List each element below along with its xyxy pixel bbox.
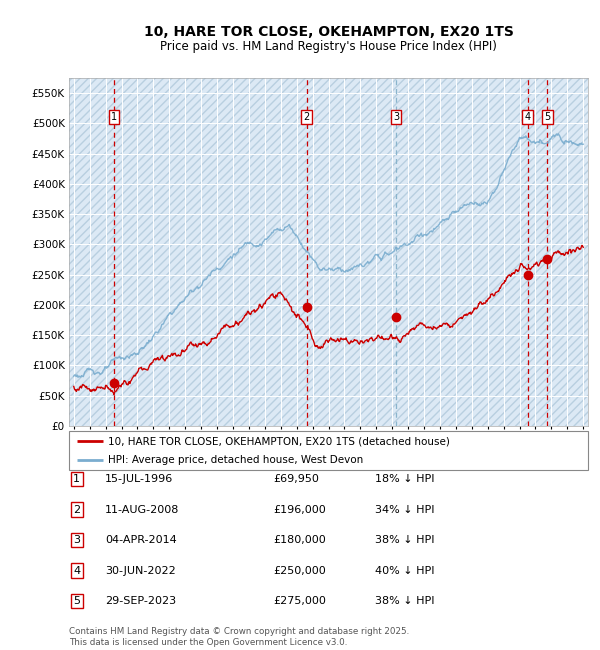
Text: 5: 5 [73,596,80,606]
Text: Price paid vs. HM Land Registry's House Price Index (HPI): Price paid vs. HM Land Registry's House … [160,40,497,53]
Text: 3: 3 [393,112,399,122]
Text: 1: 1 [73,474,80,484]
Text: 30-JUN-2022: 30-JUN-2022 [105,566,176,576]
Text: 4: 4 [524,112,530,122]
Text: 40% ↓ HPI: 40% ↓ HPI [375,566,434,576]
Text: 34% ↓ HPI: 34% ↓ HPI [375,504,434,515]
Text: 11-AUG-2008: 11-AUG-2008 [105,504,179,515]
Text: £196,000: £196,000 [273,504,326,515]
Text: 4: 4 [73,566,80,576]
Text: Contains HM Land Registry data © Crown copyright and database right 2025.
This d: Contains HM Land Registry data © Crown c… [69,627,409,647]
Text: HPI: Average price, detached house, West Devon: HPI: Average price, detached house, West… [108,455,363,465]
Text: 38% ↓ HPI: 38% ↓ HPI [375,596,434,606]
Text: 1: 1 [111,112,117,122]
Text: 04-APR-2014: 04-APR-2014 [105,535,177,545]
Text: 2: 2 [304,112,310,122]
Text: 15-JUL-1996: 15-JUL-1996 [105,474,173,484]
Text: 29-SEP-2023: 29-SEP-2023 [105,596,176,606]
Text: 10, HARE TOR CLOSE, OKEHAMPTON, EX20 1TS: 10, HARE TOR CLOSE, OKEHAMPTON, EX20 1TS [144,25,514,39]
Text: £250,000: £250,000 [273,566,326,576]
Text: 10, HARE TOR CLOSE, OKEHAMPTON, EX20 1TS (detached house): 10, HARE TOR CLOSE, OKEHAMPTON, EX20 1TS… [108,437,450,447]
Text: 3: 3 [73,535,80,545]
Text: £180,000: £180,000 [273,535,326,545]
Text: 2: 2 [73,504,80,515]
Text: 5: 5 [544,112,551,122]
Text: 38% ↓ HPI: 38% ↓ HPI [375,535,434,545]
Text: £275,000: £275,000 [273,596,326,606]
Text: £69,950: £69,950 [273,474,319,484]
Text: 18% ↓ HPI: 18% ↓ HPI [375,474,434,484]
